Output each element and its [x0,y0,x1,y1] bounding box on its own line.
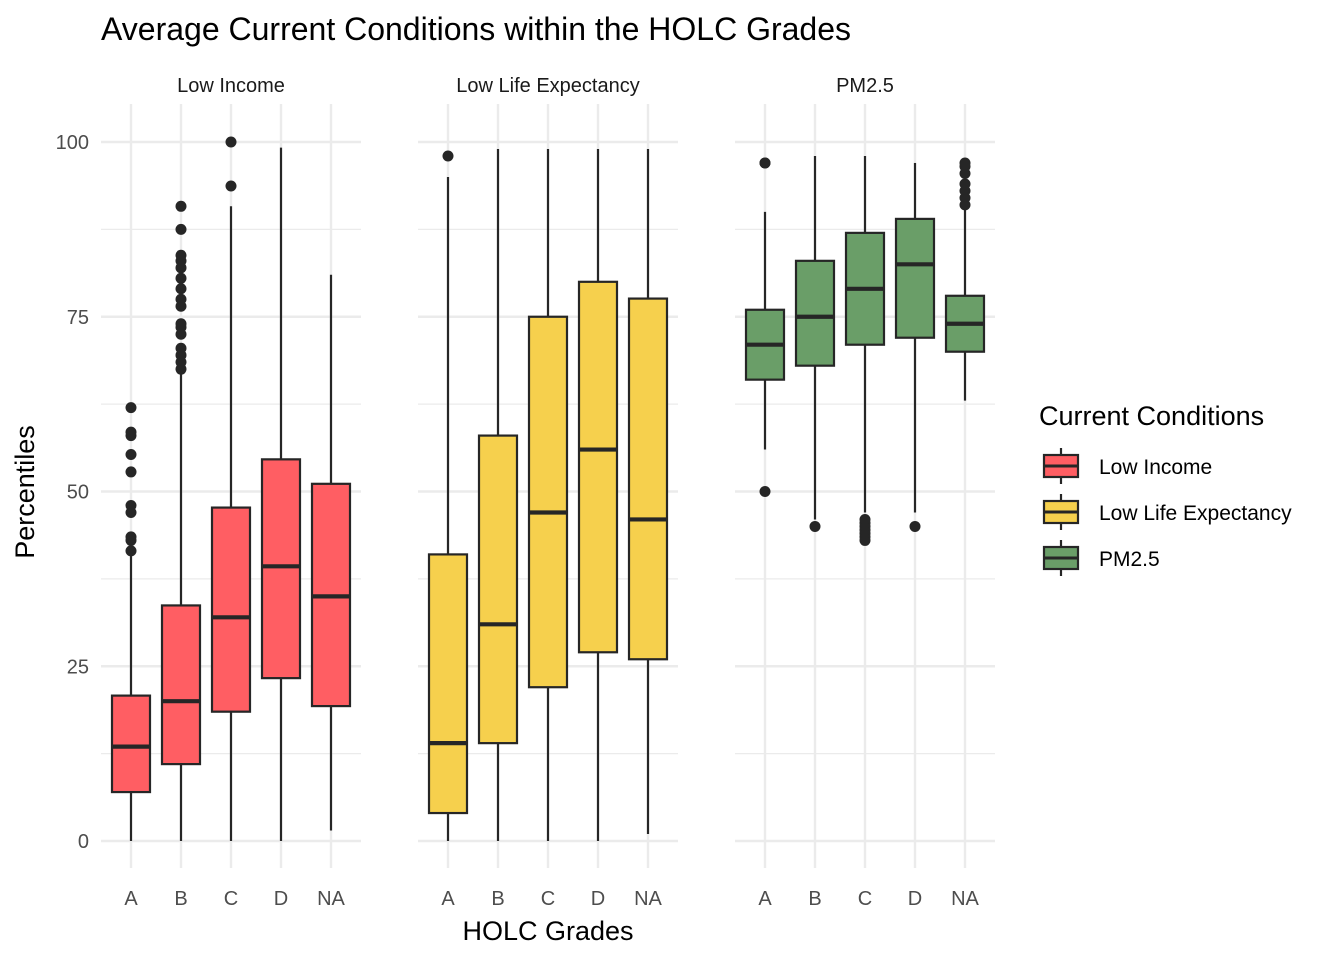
legend-key-low-life-expectancy [1042,494,1080,530]
box-iqr [210,506,252,713]
outlier-point [125,448,137,460]
legend-label: Low Income [1099,456,1212,479]
x-tick-label-c: C [858,888,872,910]
panel-strip-label: Low Income [177,75,285,97]
box-iqr [527,315,569,689]
outlier-point [959,178,971,190]
outlier-point [125,545,137,557]
x-tick-label-c: C [541,888,555,910]
chart-title: Average Current Conditions within the HO… [101,11,851,47]
box-iqr [427,553,469,815]
box-iqr [477,434,519,745]
box-na [310,274,352,831]
box-b [794,155,836,532]
outlier-point [125,466,137,478]
outlier-point [125,499,137,511]
panel-low-life-expectancy: Low Life Expectancy A B C D NA [418,75,678,910]
box-a [744,157,786,497]
outlier-point [859,513,871,525]
facet-panels: Low Income A B C D NA Low Life Expectancy A B C D N… [101,75,995,910]
x-axis-title: HOLC Grades [462,916,633,946]
box-c [210,136,252,841]
outlier-point [125,426,137,438]
outlier-point [759,486,771,497]
box-iqr [627,297,669,661]
outlier-point [125,531,137,543]
box-b [477,148,519,841]
box-na [944,157,986,401]
box-iqr [160,604,202,766]
box-iqr [110,694,152,794]
legend-label: Low Life Expectancy [1099,502,1292,525]
outlier-point [759,157,771,169]
legend: Current Conditions Low Income Low Life Ex… [1039,401,1292,576]
legend-key-low-income [1042,448,1080,484]
box-d [894,162,936,532]
outlier-point [175,249,187,261]
outlier-point [959,157,971,169]
box-d [260,147,302,841]
legend-key-pm2-5 [1042,540,1080,576]
outlier-point [909,520,921,532]
y-axis: 0 25 50 75 100 [56,132,89,853]
outlier-point [225,136,237,148]
outlier-point [442,150,454,162]
x-tick-label-a: A [441,888,455,910]
x-tick-label-c: C [224,888,238,910]
y-tick-label-100: 100 [56,132,89,154]
x-tick-label-na: NA [951,888,979,910]
x-tick-label-b: B [808,888,821,910]
outlier-point [175,272,187,284]
outlier-point [225,180,237,192]
y-tick-label-25: 25 [67,656,89,678]
x-tick-label-a: A [124,888,138,910]
y-tick-label-75: 75 [67,307,89,329]
box-c [527,148,569,841]
box-na [627,148,669,835]
x-tick-label-na: NA [634,888,662,910]
outlier-point [175,200,187,212]
outlier-point [175,283,187,295]
x-tick-label-d: D [591,888,605,910]
box-c [844,155,886,546]
outlier-point [175,342,187,354]
outlier-point [809,520,821,532]
legend-label: PM2.5 [1099,548,1160,571]
panel-pm2-5: PM2.5 A B C D NA [735,75,995,910]
y-tick-label-50: 50 [67,482,89,504]
outlier-point [125,402,137,414]
x-tick-label-a: A [758,888,772,910]
box-iqr [894,217,936,339]
outlier-point [175,318,187,330]
x-tick-label-b: B [491,888,504,910]
panel-low-income: Low Income A B C D NA [101,75,361,910]
panel-strip-label: PM2.5 [836,75,894,97]
box-b [160,200,202,841]
outlier-point [175,293,187,305]
y-tick-label-0: 0 [78,831,89,853]
x-tick-label-d: D [274,888,288,910]
panel-strip-label: Low Life Expectancy [456,75,639,97]
box-iqr [794,259,836,367]
box-iqr [577,280,619,654]
y-axis-title: Percentiles [10,425,40,559]
x-tick-label-d: D [908,888,922,910]
legend-title: Current Conditions [1039,401,1264,431]
box-iqr [260,458,302,680]
box-d [577,148,619,841]
x-tick-label-na: NA [317,888,345,910]
outlier-point [175,223,187,235]
x-tick-label-b: B [174,888,187,910]
box-a [110,402,152,841]
box-a [427,150,469,841]
